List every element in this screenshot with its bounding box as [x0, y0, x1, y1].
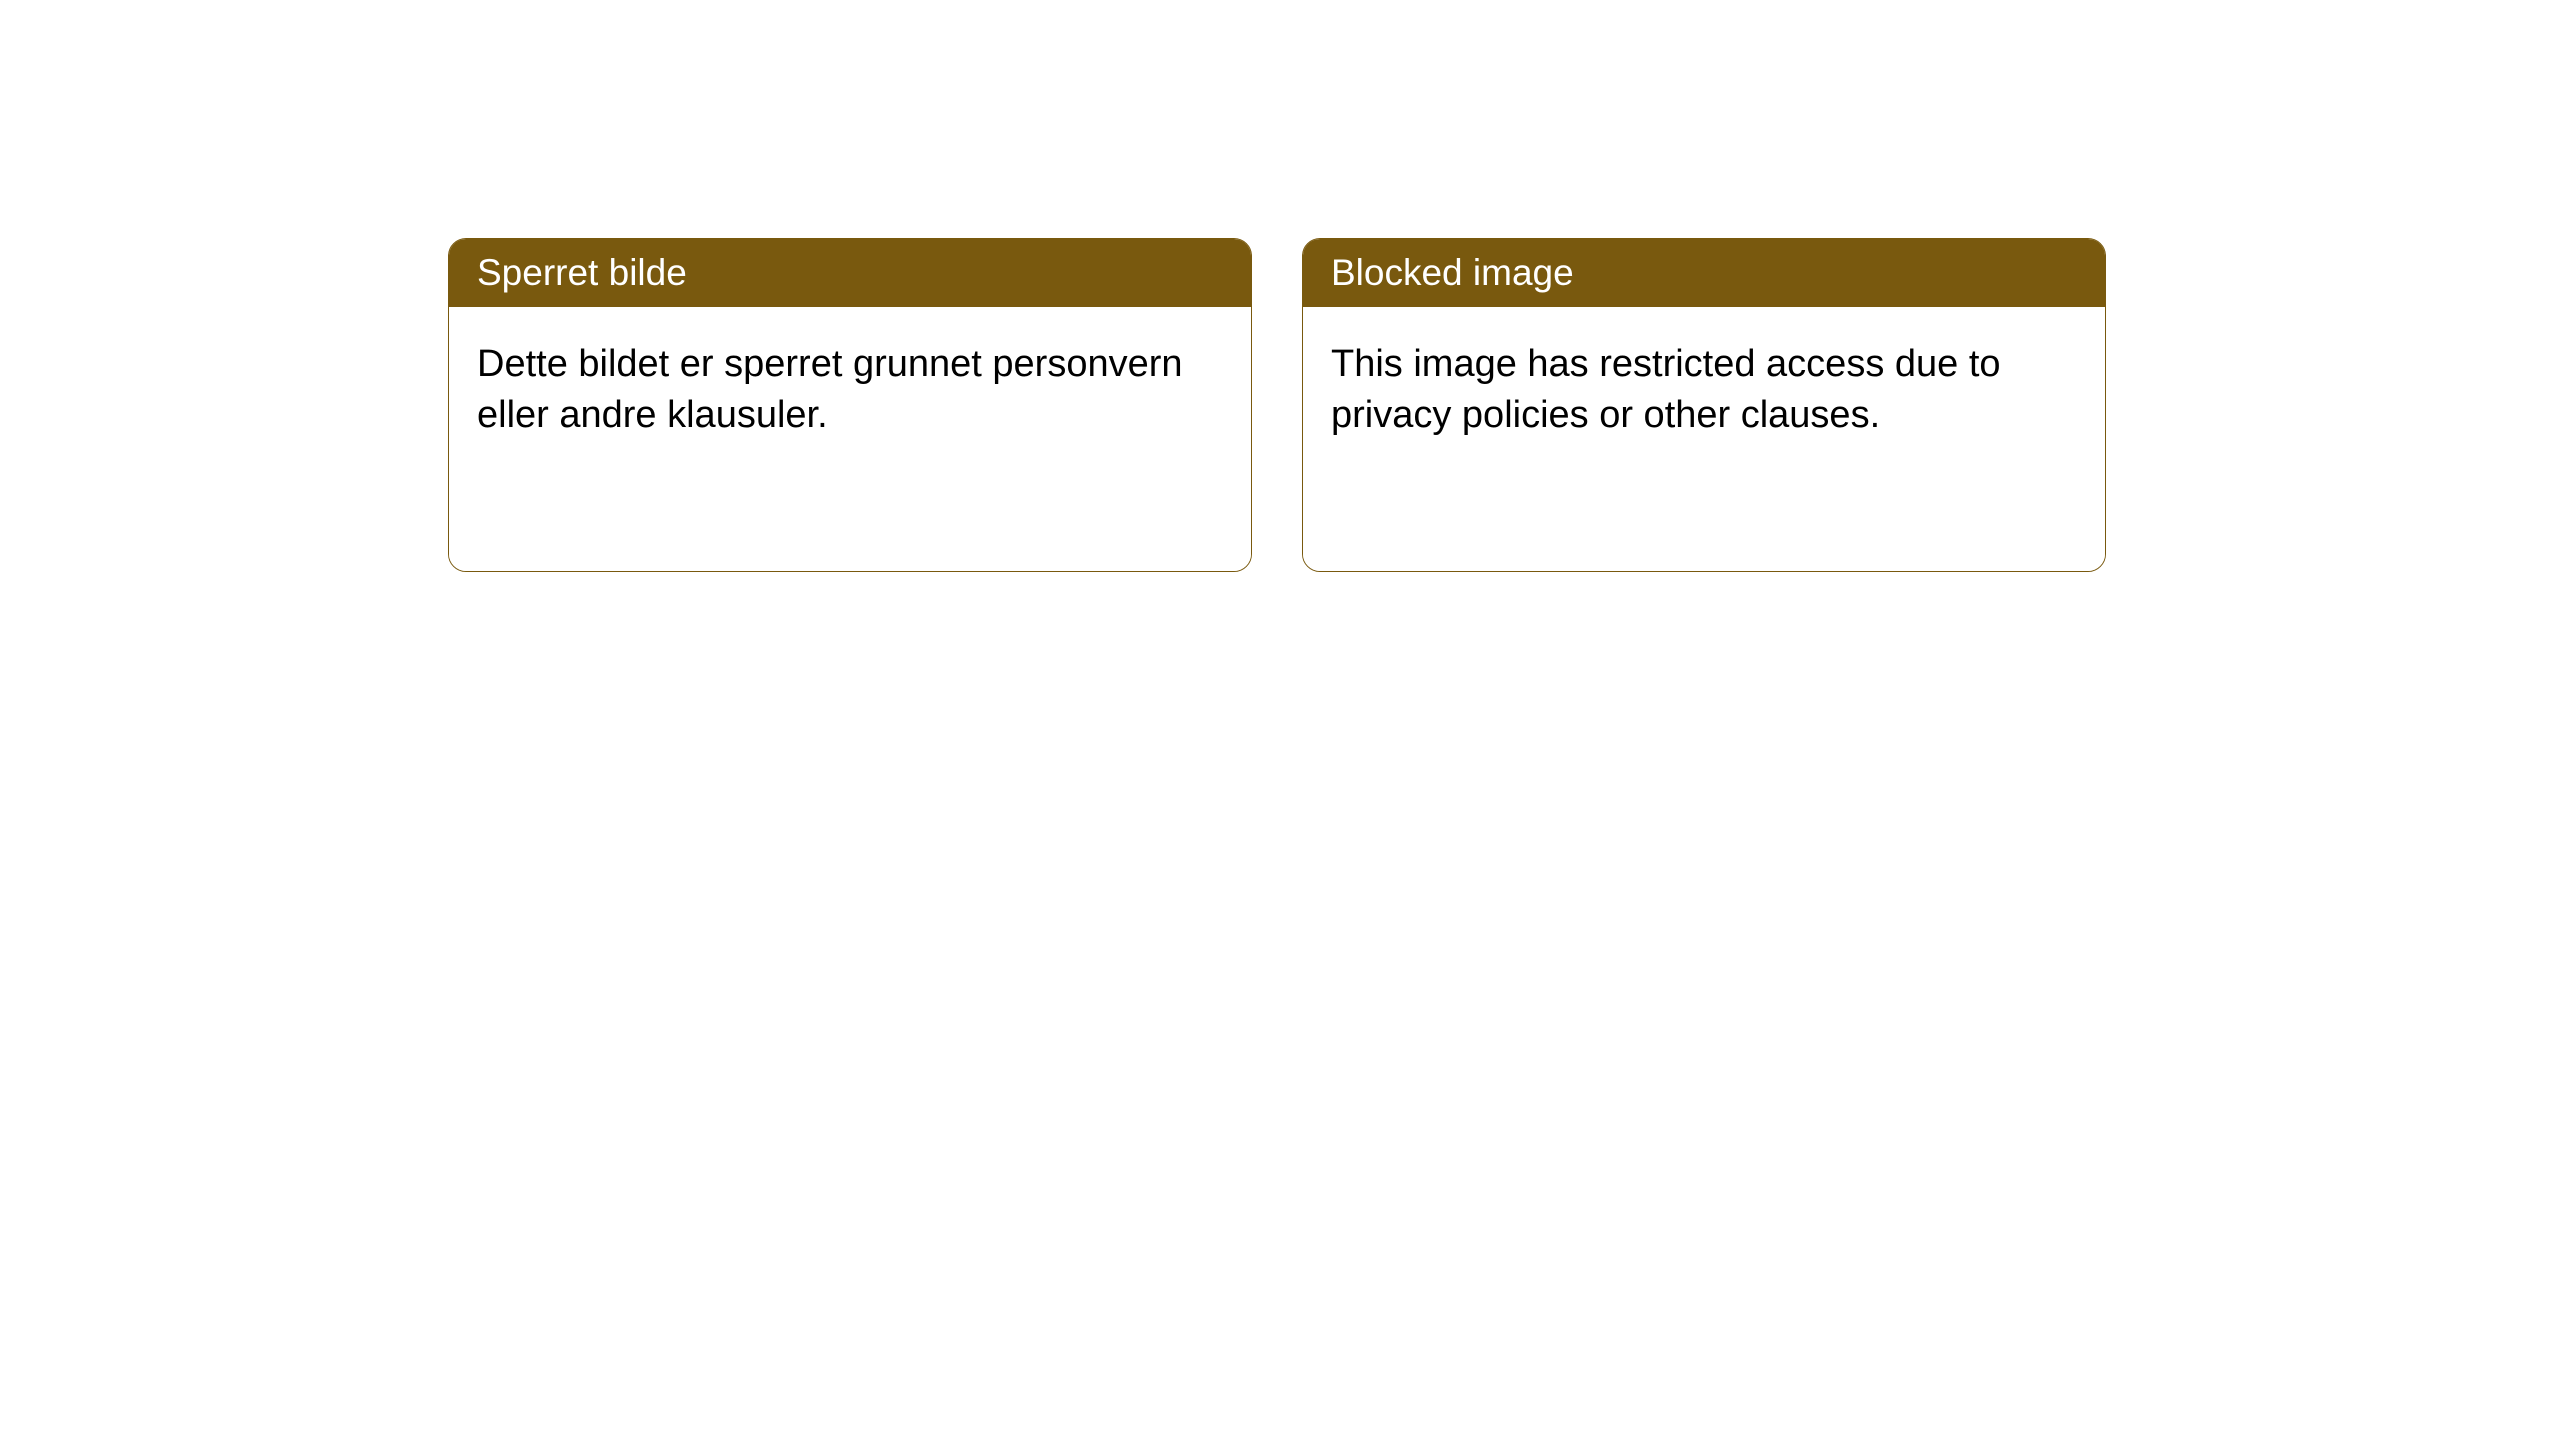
notice-container: Sperret bilde Dette bildet er sperret gr… — [0, 0, 2560, 572]
notice-title: Sperret bilde — [449, 239, 1251, 307]
notice-title: Blocked image — [1303, 239, 2105, 307]
notice-body-text: This image has restricted access due to … — [1303, 307, 2105, 571]
notice-box-english: Blocked image This image has restricted … — [1302, 238, 2106, 572]
notice-body-text: Dette bildet er sperret grunnet personve… — [449, 307, 1251, 571]
notice-box-norwegian: Sperret bilde Dette bildet er sperret gr… — [448, 238, 1252, 572]
